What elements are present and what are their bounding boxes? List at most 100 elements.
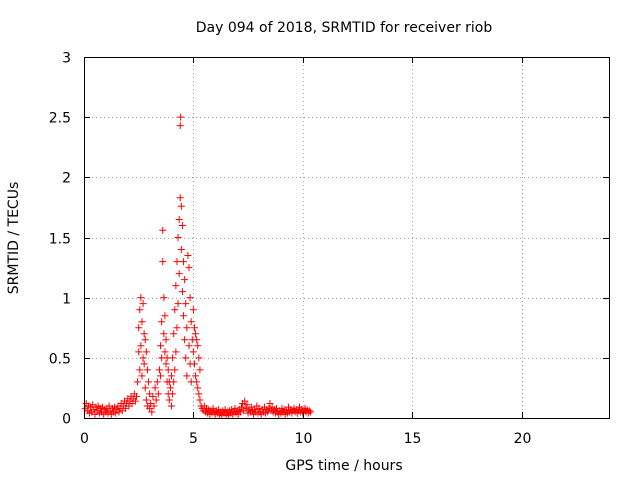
data-point	[242, 404, 250, 412]
x-tick-label: 15	[404, 431, 422, 447]
data-point	[182, 300, 190, 308]
data-point	[141, 384, 149, 392]
data-point	[161, 312, 169, 320]
data-point	[170, 378, 178, 386]
data-points	[81, 113, 314, 420]
data-point	[152, 396, 160, 404]
data-point	[168, 402, 175, 410]
data-point	[175, 270, 183, 278]
y-tick-label: 0.5	[49, 352, 71, 368]
y-tick-label: 2.5	[49, 111, 71, 127]
grid-lines	[84, 57, 609, 418]
data-point	[255, 404, 263, 412]
data-point	[175, 215, 183, 223]
data-point	[241, 397, 249, 405]
data-point	[180, 312, 188, 320]
data-point	[112, 409, 120, 417]
y-tick-label: 1.5	[49, 232, 71, 248]
data-point	[186, 294, 194, 302]
data-point	[184, 252, 192, 260]
data-point	[153, 378, 161, 386]
data-point	[185, 342, 193, 350]
data-point	[139, 300, 147, 308]
axis-ticks	[84, 57, 609, 419]
data-point	[134, 378, 142, 386]
data-point	[136, 366, 144, 374]
data-point	[160, 294, 168, 302]
x-tick-labels: 0 5 10 15 20	[80, 431, 531, 447]
data-point	[236, 408, 244, 416]
y-tick-label: 2	[62, 171, 71, 187]
data-point	[165, 396, 173, 404]
data-point	[189, 348, 197, 356]
data-point	[173, 324, 181, 332]
data-point	[143, 366, 151, 374]
data-point	[190, 324, 198, 332]
data-point	[157, 342, 165, 350]
data-point	[172, 348, 180, 356]
data-point	[159, 226, 167, 234]
data-point	[150, 402, 158, 410]
data-point	[181, 336, 189, 344]
y-axis-label: SRMTID / TECUs	[6, 182, 22, 295]
data-point	[137, 342, 145, 350]
x-axis-label: GPS time / hours	[285, 458, 402, 474]
data-point	[135, 348, 143, 356]
data-point	[133, 392, 140, 400]
data-point	[170, 330, 178, 338]
data-point	[180, 258, 188, 266]
data-point	[306, 408, 314, 416]
data-point	[159, 258, 167, 266]
data-point	[169, 354, 177, 362]
data-point	[193, 378, 201, 386]
data-point	[171, 366, 179, 374]
data-point	[172, 282, 180, 290]
data-point	[162, 336, 170, 344]
data-point	[154, 390, 162, 398]
data-point	[196, 366, 204, 374]
data-point	[137, 294, 145, 302]
data-point	[194, 384, 202, 392]
data-point	[177, 202, 185, 210]
data-point	[305, 407, 313, 415]
data-point	[151, 384, 159, 392]
data-point	[160, 330, 168, 338]
data-point	[168, 372, 175, 380]
data-point	[162, 360, 170, 368]
data-point	[178, 288, 186, 296]
data-point	[169, 390, 177, 398]
data-point	[171, 306, 179, 314]
chart-title: Day 094 of 2018, SRMTID for receiver rio…	[196, 20, 493, 36]
data-point	[155, 366, 163, 374]
data-point	[141, 336, 149, 344]
data-point	[192, 330, 200, 338]
data-point	[176, 194, 184, 202]
data-point	[195, 354, 203, 362]
data-point	[158, 318, 166, 326]
data-point	[139, 354, 147, 362]
data-point	[161, 348, 169, 356]
x-tick-label: 5	[189, 431, 198, 447]
data-point	[243, 401, 251, 409]
data-point	[146, 404, 154, 412]
data-point	[177, 113, 185, 121]
data-point	[148, 408, 156, 416]
data-point	[266, 400, 274, 408]
data-point	[183, 372, 191, 380]
data-point	[138, 318, 146, 326]
data-point	[135, 324, 143, 332]
data-point	[157, 372, 165, 380]
data-point	[182, 354, 190, 362]
y-tick-label: 3	[62, 51, 71, 67]
data-point	[174, 234, 182, 241]
x-tick-label: 0	[80, 431, 89, 447]
data-point	[149, 392, 157, 400]
y-tick-label: 0	[62, 412, 71, 428]
data-point	[190, 360, 198, 368]
data-point	[193, 336, 201, 344]
data-point	[145, 378, 153, 386]
data-point	[192, 372, 200, 380]
data-point	[177, 246, 185, 254]
data-point	[238, 403, 245, 411]
data-point	[189, 306, 197, 314]
